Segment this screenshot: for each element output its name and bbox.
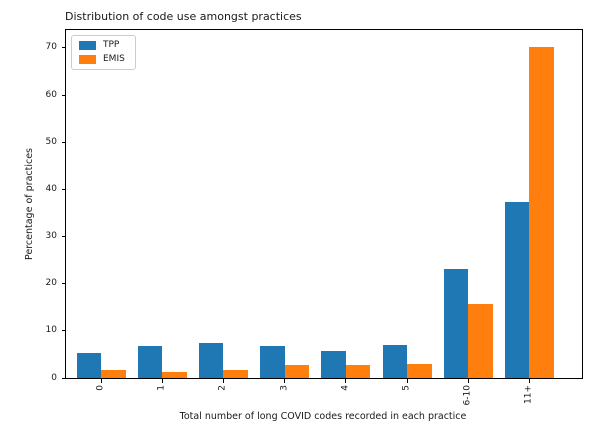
y-tick-mark (62, 188, 66, 190)
x-tick-mark (100, 379, 102, 383)
bar-tpp-2 (198, 343, 224, 378)
legend-label: TPP (103, 40, 120, 50)
y-tick-mark (62, 283, 66, 285)
y-tick-mark (62, 330, 66, 332)
y-tick-mark (62, 377, 66, 379)
y-tick-mark (62, 236, 66, 238)
bar-emis-11+ (529, 46, 554, 378)
y-tick-label: 10 (45, 325, 57, 336)
x-tick-label: 4 (340, 385, 351, 391)
x-tick-mark (284, 379, 286, 383)
bar-emis-1 (162, 372, 187, 378)
bar-emis-0 (101, 369, 126, 378)
y-tick-label: 20 (45, 278, 57, 289)
y-tick-label: 50 (45, 136, 57, 147)
y-tick-label: 70 (45, 42, 57, 53)
bar-tpp-3 (260, 346, 285, 378)
x-tick-mark (222, 379, 224, 383)
x-tick-label: 1 (156, 385, 167, 391)
x-tick-label: 6-10 (462, 385, 473, 406)
x-tick-mark (406, 379, 408, 383)
y-tick-mark (62, 141, 66, 143)
y-tick-mark (62, 94, 66, 96)
x-tick-mark (345, 379, 347, 383)
bar-tpp-11+ (504, 201, 530, 378)
x-tick-mark (161, 379, 163, 383)
bar-emis-3 (284, 365, 310, 378)
bar-emis-2 (223, 369, 248, 378)
y-tick-label: 40 (45, 183, 57, 194)
bar-tpp-4 (321, 350, 346, 378)
x-tick-label: 2 (217, 385, 228, 391)
y-axis-label: Percentage of practices (24, 147, 35, 261)
bar-tpp-5 (382, 345, 407, 378)
y-tick-label: 60 (45, 89, 57, 100)
bar-tpp-1 (137, 346, 163, 378)
legend-swatch-tpp (79, 41, 96, 50)
x-axis-label: Total number of long COVID codes recorde… (179, 411, 467, 422)
y-tick-label: 30 (45, 231, 57, 242)
x-tick-label: 11+ (523, 385, 534, 404)
x-tick-label: 3 (279, 385, 290, 391)
bar-tpp-0 (76, 353, 101, 378)
legend-label: EMIS (103, 54, 125, 64)
plot-area: TPP EMIS 0 10 20 30 40 50 60 70 0 1 2 3 4 5 6-10 11+ (46, 29, 583, 405)
bar-emis-6-10 (468, 303, 493, 378)
x-tick-label: 0 (95, 385, 106, 391)
bar-tpp-6-10 (443, 268, 469, 378)
y-tick-mark (62, 47, 66, 49)
x-tick-mark (528, 379, 530, 383)
bar-emis-4 (345, 365, 371, 378)
legend-item-tpp: TPP (79, 41, 125, 50)
legend-swatch-emis (79, 55, 96, 64)
chart-title: Distribution of code use amongst practic… (65, 10, 302, 23)
x-tick-mark (467, 379, 469, 383)
legend: TPP EMIS (71, 35, 136, 70)
y-tick-label: 0 (51, 372, 57, 383)
legend-item-emis: EMIS (79, 55, 125, 64)
bar-emis-5 (407, 363, 432, 378)
x-tick-label: 5 (401, 385, 412, 391)
